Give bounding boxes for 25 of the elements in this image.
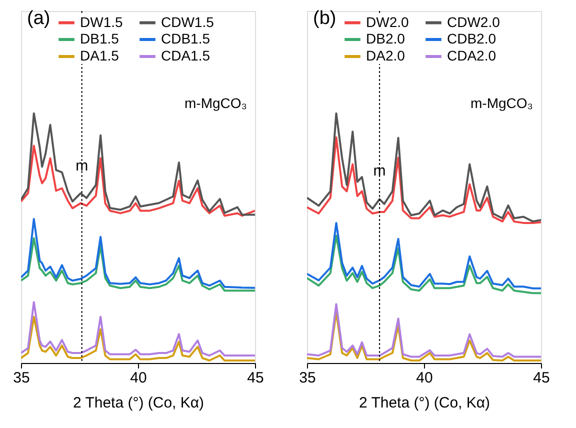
x-tick-label: 40 [130,370,147,386]
legend-label: CDB2.0 [447,30,496,46]
annotation: m [373,162,386,180]
x-tick-label: 40 [416,370,433,386]
legend-label: CDW2.0 [447,14,500,30]
legend-label: DA1.5 [80,48,120,64]
x-axis-title: 2 Theta (°) (Co, Kα) [72,394,204,412]
legend-label: CDA2.0 [447,48,496,64]
x-tick-label: 35 [299,370,316,386]
text: m-MgCO₃ [184,95,247,111]
x-axis-title: 2 Theta (°) (Co, Kα) [358,394,490,412]
text: m-MgCO₃ [470,95,533,111]
x-tick-label: 45 [533,370,550,386]
legend-label: CDW1.5 [161,14,214,30]
legend-label: CDB1.5 [161,30,210,46]
text: (a) [27,8,50,29]
text: (b) [313,8,336,29]
legend-label: DB1.5 [80,30,120,46]
legend-label: DW2.0 [366,14,409,30]
legend-label: DB2.0 [366,30,406,46]
legend-label: CDA1.5 [161,48,210,64]
x-tick-label: 35 [13,370,30,386]
x-tick-label: 45 [247,370,264,386]
legend-label: DW1.5 [80,14,123,30]
legend-label: DA2.0 [366,48,406,64]
